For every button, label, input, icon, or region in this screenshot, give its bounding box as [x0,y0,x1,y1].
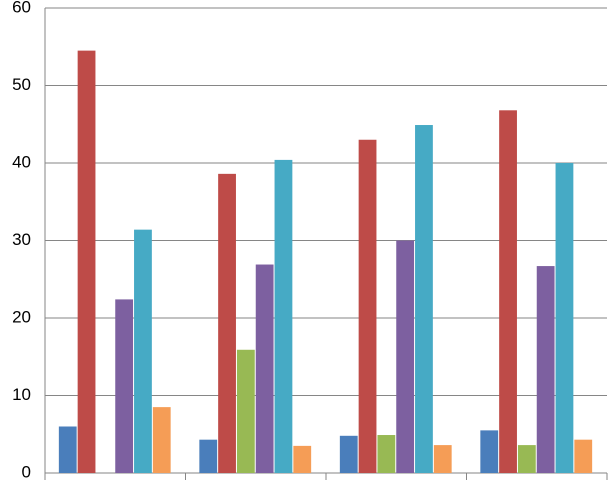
bar [415,125,433,474]
bar [499,110,517,474]
y-tick-label: 50 [12,75,31,94]
bar [152,407,171,473]
bar [339,435,358,473]
bar [480,430,499,473]
bar [358,139,377,473]
bar [274,159,293,473]
bar [293,445,312,473]
bar [218,173,236,473]
y-tick-label: 40 [12,152,31,171]
bar [517,445,536,473]
bar [433,445,452,473]
bar [536,266,555,473]
bar [555,163,574,473]
bar [236,349,255,473]
bar [115,299,134,473]
y-tick-label: 20 [12,307,31,326]
bar [199,439,218,473]
bar [77,50,96,473]
bar [58,426,77,473]
bar [134,229,152,473]
bar [255,264,274,473]
y-tick-label: 30 [12,230,31,249]
y-tick-label: 60 [12,0,31,16]
y-tick-label: 10 [12,385,31,404]
bar [574,439,593,473]
y-tick-label: 0 [22,462,31,480]
bar [396,240,415,473]
bar [377,435,396,473]
